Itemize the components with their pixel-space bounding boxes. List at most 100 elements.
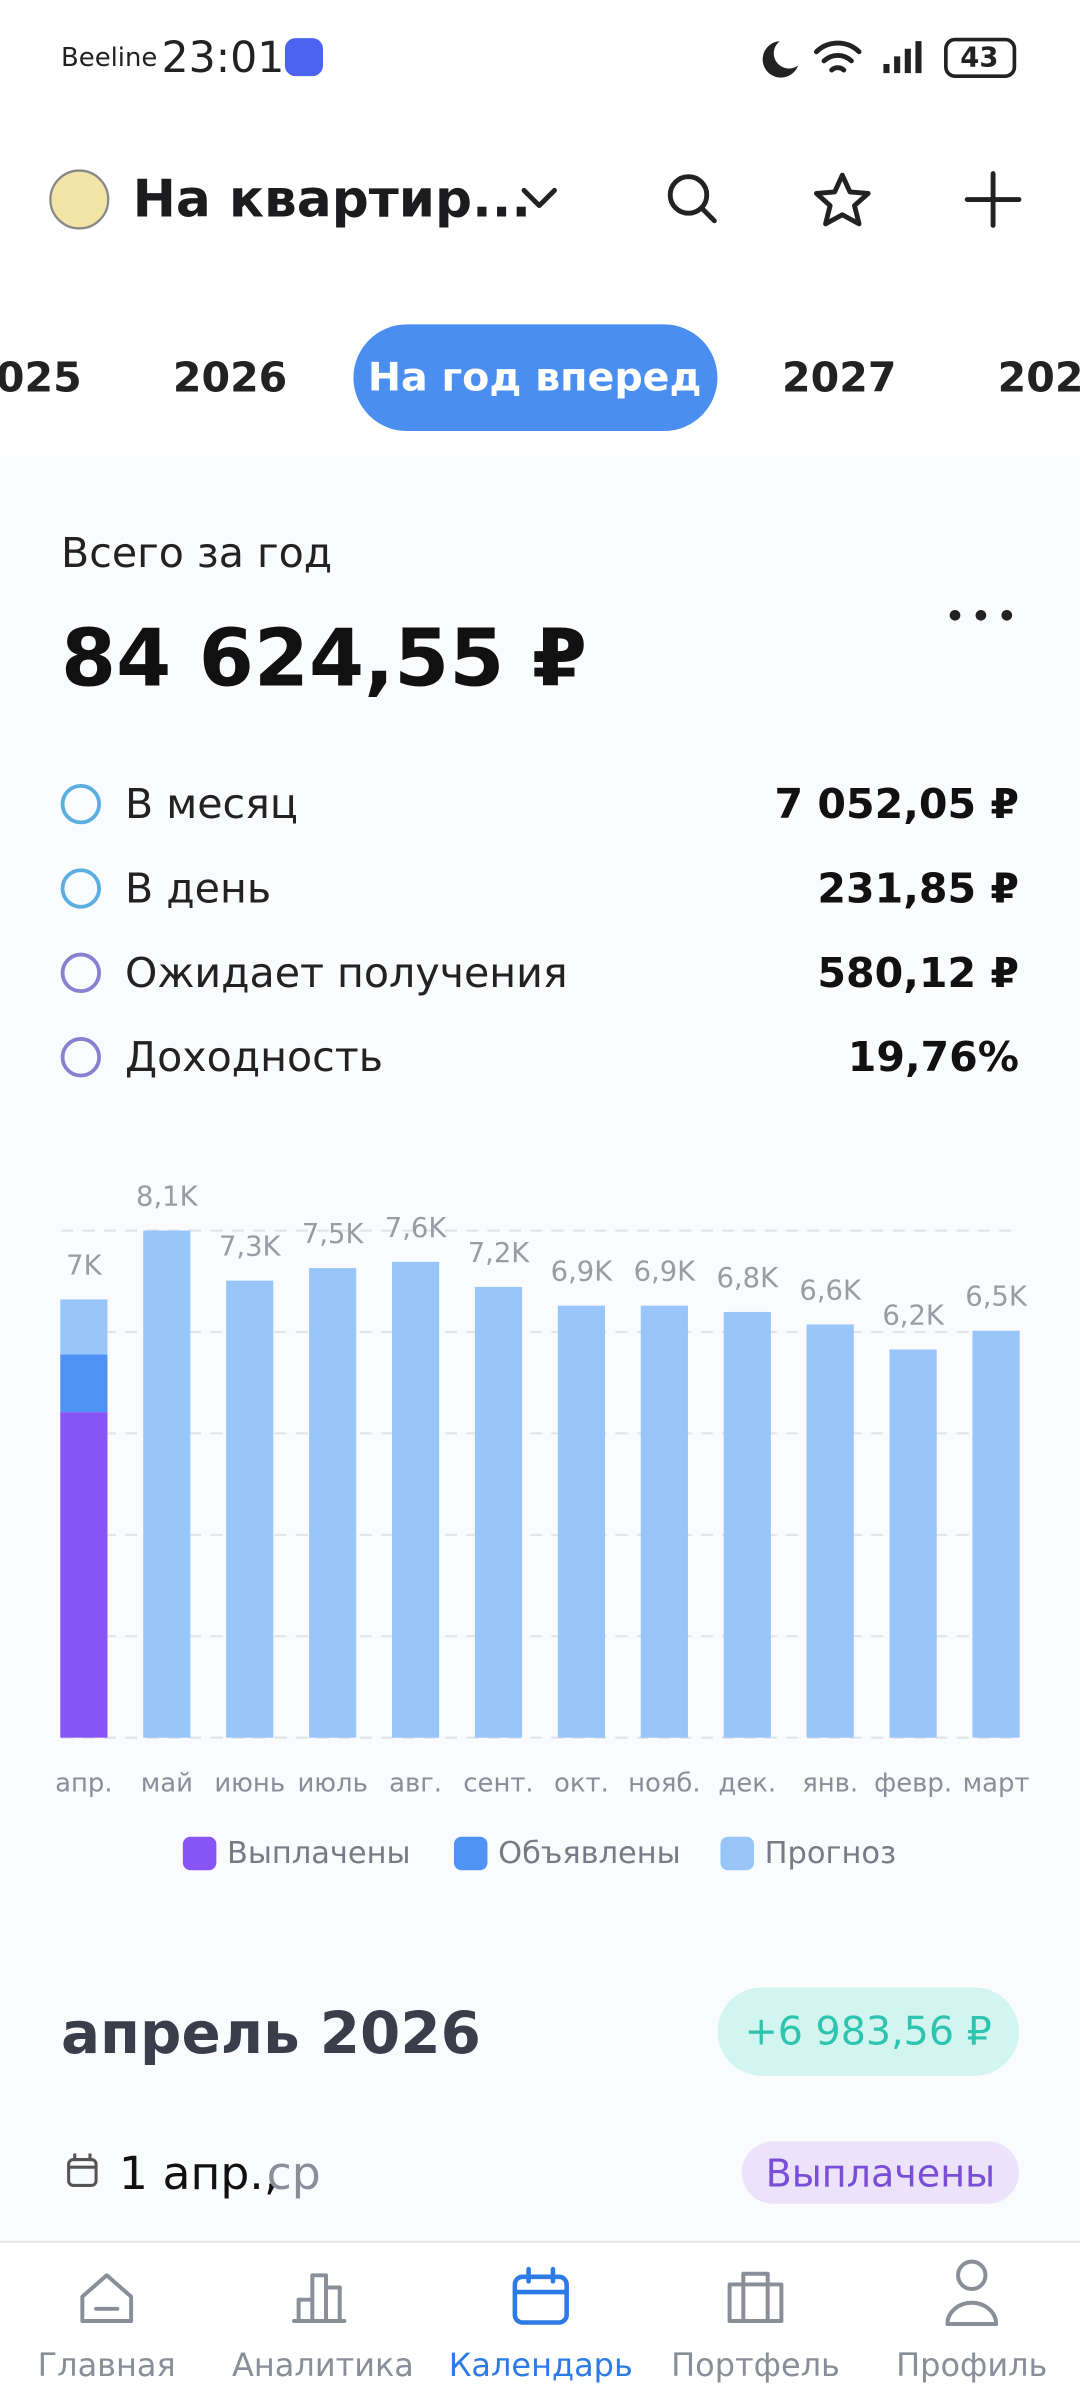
bar-value-label: 6,5K	[965, 1282, 1028, 1313]
x-tick-label: нояб.	[628, 1768, 701, 1798]
nav-portfolio-icon[interactable]	[727, 2271, 784, 2323]
tab-label[interactable]: 2027	[782, 354, 896, 402]
row-marker	[60, 1037, 102, 1078]
month-amount: +6 983,56 ₽	[745, 2009, 992, 2055]
row-label: В месяц	[125, 780, 298, 828]
bar-segment	[640, 1305, 688, 1738]
x-tick-label: февр.	[874, 1768, 952, 1798]
legend-label: Прогноз	[765, 1836, 897, 1871]
bar-value-label: 6,6K	[799, 1275, 862, 1306]
bar-segment	[972, 1330, 1020, 1738]
nav-profile-icon[interactable]	[945, 2259, 999, 2327]
portfolio-logo[interactable]	[49, 169, 110, 230]
more-icon[interactable]	[949, 609, 1013, 621]
nav-label[interactable]: Профиль	[896, 2346, 1047, 2384]
moon-icon	[762, 41, 799, 78]
tab-label[interactable]: 2026	[173, 354, 287, 402]
month-title: апрель 2026	[61, 1999, 481, 2067]
bar-value-label: 7K	[66, 1250, 102, 1281]
tab[interactable]	[753, 324, 925, 431]
bar-segment	[143, 1230, 191, 1738]
x-tick-label: авг.	[389, 1768, 442, 1798]
nav-analytics-icon[interactable]	[292, 2273, 347, 2323]
battery-level: 43	[960, 42, 998, 73]
bar-segment	[723, 1311, 771, 1738]
x-tick-label: июль	[297, 1768, 367, 1798]
bar-segment	[226, 1280, 274, 1738]
bar-value-label: 6,2K	[882, 1301, 945, 1332]
nav-bar	[0, 2241, 1080, 2388]
row-value: 7 052,05 ₽	[775, 780, 1019, 828]
nav-label[interactable]: Портфель	[671, 2346, 840, 2384]
row-value: 580,12 ₽	[817, 949, 1019, 997]
x-tick-label: окт.	[554, 1768, 609, 1798]
bar-value-label: 7,5K	[302, 1219, 365, 1250]
bar-segment	[557, 1305, 606, 1738]
bar-segment	[60, 1299, 108, 1355]
tab-label[interactable]: 2028	[998, 354, 1080, 402]
bar-segment	[889, 1349, 937, 1738]
x-tick-label: дек.	[718, 1768, 776, 1798]
bar-segment	[60, 1412, 108, 1738]
legend-swatch	[182, 1836, 217, 1871]
nav-label[interactable]: Аналитика	[232, 2346, 414, 2384]
row-label: Ожидает получения	[125, 949, 568, 997]
amount-badge	[717, 1987, 1019, 2076]
app-icon	[284, 38, 323, 77]
bar-value-label: 8,1K	[136, 1182, 199, 1213]
legend-swatch	[453, 1836, 488, 1871]
favorite-icon[interactable]	[813, 172, 871, 227]
bar-segment	[309, 1268, 357, 1738]
row-label: В день	[125, 864, 271, 912]
battery-icon	[944, 37, 1017, 78]
carrier: Beeline	[61, 43, 157, 73]
bar-value-label: 6,8K	[716, 1263, 779, 1294]
nav-label[interactable]: Календарь	[449, 2346, 633, 2384]
search-icon[interactable]	[667, 174, 717, 224]
row-value: 231,85 ₽	[817, 864, 1019, 912]
tab-label[interactable]: На год вперед	[368, 355, 702, 401]
bar-value-label: 6,9K	[551, 1257, 614, 1288]
tab-label[interactable]: 2025	[0, 354, 82, 402]
calendar-small-icon	[67, 2153, 98, 2187]
nav-home-icon[interactable]	[80, 2273, 134, 2323]
row-marker	[60, 783, 102, 825]
row-marker	[60, 952, 102, 994]
add-icon[interactable]	[964, 171, 1022, 228]
summary-label: Всего за год	[61, 529, 332, 577]
row-value: 19,76%	[848, 1033, 1019, 1081]
legend-label: Выплачены	[227, 1836, 411, 1871]
tab[interactable]	[0, 324, 110, 431]
nav-calendar-icon[interactable]	[512, 2266, 569, 2325]
signal-icon	[883, 41, 922, 74]
nav-label[interactable]: Главная	[38, 2346, 176, 2384]
payment-date: 1 апр.,	[119, 2147, 278, 2200]
x-tick-label: апр.	[55, 1768, 112, 1798]
bar-segment	[806, 1324, 854, 1738]
legend-label: Объявлены	[498, 1836, 681, 1871]
portfolio-title[interactable]: На квартир...	[133, 170, 531, 230]
bar-value-label: 7,3K	[219, 1232, 282, 1263]
payment-weekday: ср	[267, 2147, 321, 2200]
tab-active[interactable]	[353, 324, 718, 431]
dropdown-icon[interactable]	[521, 187, 557, 209]
status-badge	[741, 2141, 1019, 2204]
summary-total: 84 624,55 ₽	[61, 611, 587, 704]
row-label: Доходность	[125, 1033, 383, 1081]
bar-segment	[60, 1354, 108, 1413]
tab[interactable]	[144, 324, 317, 431]
x-tick-label: июнь	[214, 1768, 285, 1798]
tab[interactable]	[962, 324, 1080, 431]
status-label: Выплачены	[766, 2151, 996, 2195]
bar-segment	[391, 1261, 440, 1738]
x-tick-label: янв.	[802, 1768, 858, 1798]
wifi-icon	[813, 40, 862, 73]
x-tick-label: март	[963, 1768, 1030, 1798]
clock: 23:01	[162, 33, 285, 83]
row-marker	[60, 868, 102, 909]
bar-value-label: 7,6K	[385, 1213, 448, 1244]
x-tick-label: сент.	[463, 1768, 533, 1798]
bar-value-label: 7,2K	[468, 1238, 531, 1269]
bar-segment	[474, 1286, 523, 1738]
